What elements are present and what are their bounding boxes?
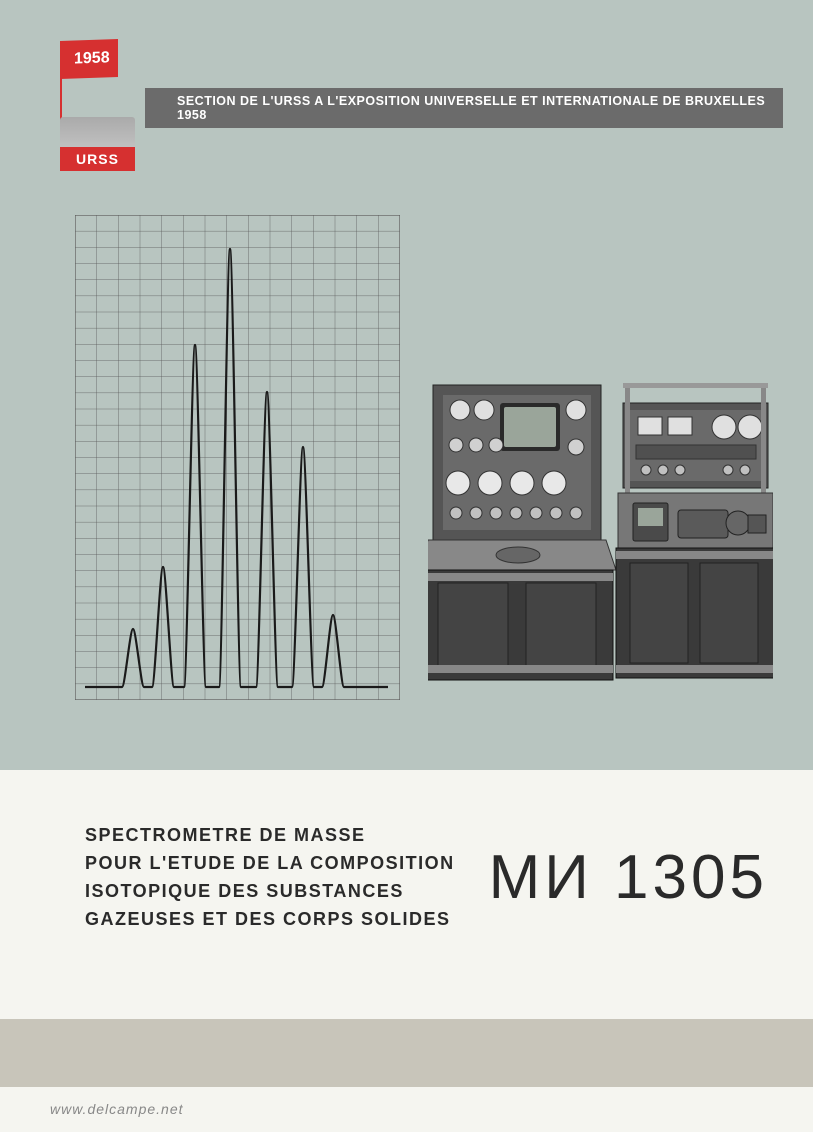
pavilion-icon — [60, 117, 135, 147]
equipment-illustration — [428, 355, 773, 695]
bottom-decorative-band — [0, 1019, 813, 1087]
spectrometer-photo — [428, 355, 773, 695]
lower-panel: SPECTROMETRE DE MASSE POUR L'ETUDE DE LA… — [0, 770, 813, 1132]
title-line-1: SPECTROMETRE DE MASSE — [85, 822, 455, 850]
upper-panel: 1958 URSS SECTION DE L'URSS A L'EXPOSITI… — [0, 0, 813, 770]
ussr-expo-logo: 1958 URSS — [60, 40, 142, 162]
model-number: МИ 1305 — [489, 842, 768, 913]
document-page: 1958 URSS SECTION DE L'URSS A L'EXPOSITI… — [0, 0, 813, 1132]
product-description: SPECTROMETRE DE MASSE POUR L'ETUDE DE LA… — [85, 822, 455, 934]
expo-year: 1958 — [74, 49, 110, 68]
country-label: URSS — [60, 147, 135, 171]
watermark-text: www.delcampe.net — [50, 1101, 184, 1117]
title-line-2: POUR L'ETUDE DE LA COMPOSITION — [85, 850, 455, 878]
header-title: SECTION DE L'URSS A L'EXPOSITION UNIVERS… — [177, 94, 783, 122]
spectrum-chart — [75, 215, 400, 700]
soviet-flag-icon: 1958 — [60, 40, 130, 85]
header-band: SECTION DE L'URSS A L'EXPOSITION UNIVERS… — [145, 88, 783, 128]
title-line-4: GAZEUSES ET DES CORPS SOLIDES — [85, 906, 455, 934]
title-line-3: ISOTOPIQUE DES SUBSTANCES — [85, 878, 455, 906]
title-block: SPECTROMETRE DE MASSE POUR L'ETUDE DE LA… — [85, 822, 768, 934]
spectrum-chart-svg — [75, 215, 400, 700]
